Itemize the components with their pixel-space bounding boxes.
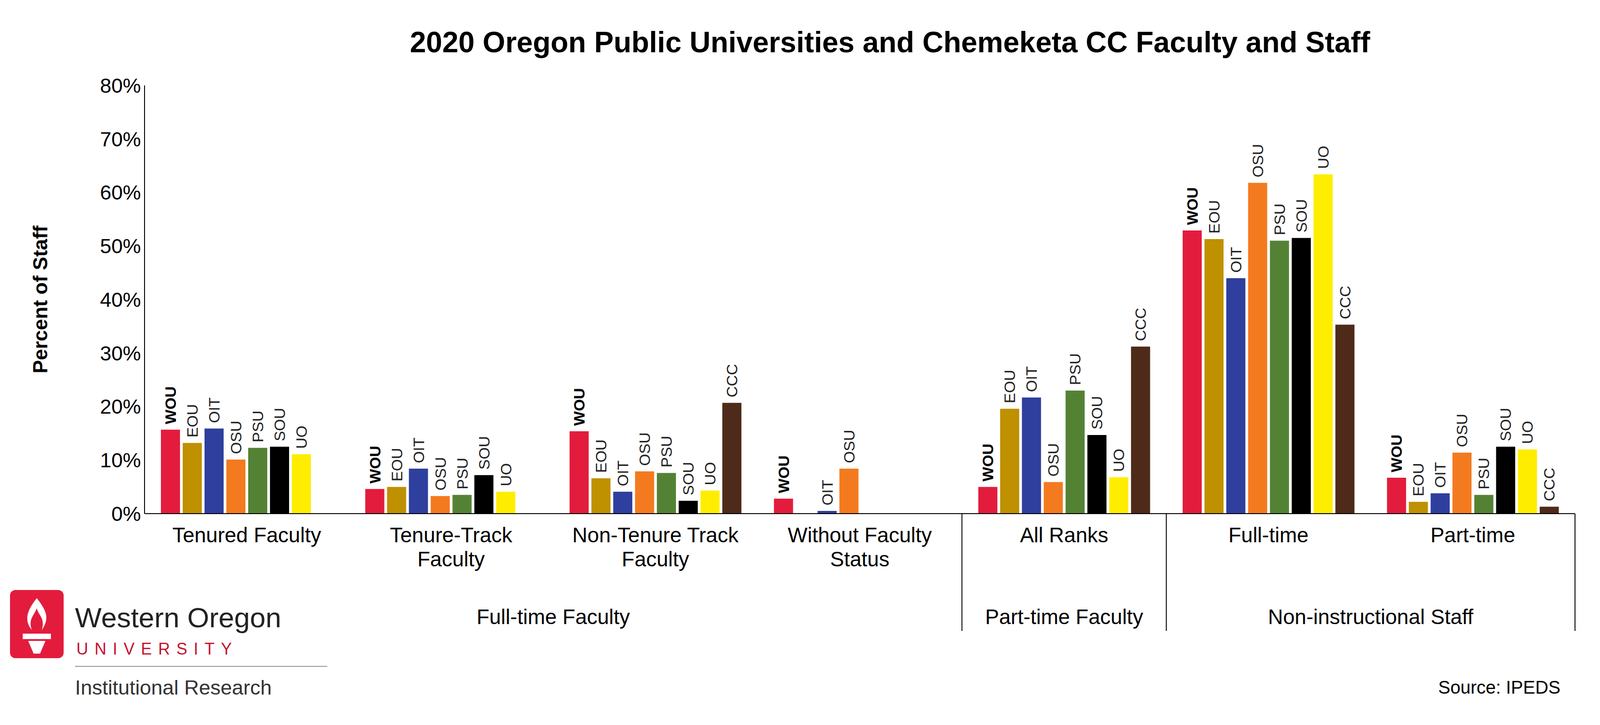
svg-text:PSU: PSU: [1270, 203, 1289, 236]
svg-text:UO: UO: [1518, 420, 1536, 445]
svg-text:Non-instructional Staff: Non-instructional Staff: [1268, 605, 1474, 629]
svg-text:OSU: OSU: [635, 432, 654, 466]
svg-text:OIT: OIT: [1431, 462, 1449, 489]
svg-text:OIT: OIT: [818, 479, 836, 506]
svg-text:SOU: SOU: [1496, 407, 1515, 442]
svg-text:UO: UO: [701, 461, 719, 485]
svg-text:EOU: EOU: [1409, 462, 1427, 497]
svg-text:OSU: OSU: [840, 429, 858, 464]
svg-text:50%: 50%: [100, 234, 141, 258]
svg-text:SOU: SOU: [1292, 199, 1310, 233]
svg-text:EOU: EOU: [1205, 200, 1223, 234]
svg-text:OSU: OSU: [1044, 443, 1062, 477]
svg-text:SOU: SOU: [679, 461, 697, 496]
svg-text:CCC: CCC: [723, 364, 741, 398]
svg-text:OIT: OIT: [205, 397, 223, 424]
svg-text:30%: 30%: [100, 341, 141, 365]
svg-text:EOU: EOU: [592, 439, 610, 474]
svg-text:CCC: CCC: [1540, 467, 1558, 502]
svg-text:Percent of Staff: Percent of Staff: [29, 225, 52, 374]
svg-text:Full-time: Full-time: [1228, 523, 1309, 547]
svg-text:PSU: PSU: [657, 435, 675, 468]
html-text:2020 Oregon Public Universitie: 2020 Oregon Public Universities and Chem…: [409, 25, 1371, 59]
svg-text:UO: UO: [1110, 448, 1128, 472]
svg-text:All Ranks: All Ranks: [1020, 523, 1109, 547]
svg-text:60%: 60%: [100, 180, 141, 205]
svg-text:PSU: PSU: [249, 410, 267, 443]
svg-text:WOU: WOU: [1183, 187, 1201, 225]
svg-text:Tenured Faculty: Tenured Faculty: [172, 523, 321, 547]
svg-text:WOU: WOU: [161, 386, 180, 425]
svg-text:Institutional Research: Institutional Research: [75, 675, 272, 700]
svg-text:PSU: PSU: [1475, 457, 1493, 490]
svg-text:OIT: OIT: [410, 437, 428, 464]
svg-text:OIT: OIT: [1022, 366, 1040, 393]
svg-text:CCC: CCC: [1336, 285, 1354, 320]
svg-text:20%: 20%: [100, 395, 141, 419]
svg-text:UNIVERSITY: UNIVERSITY: [76, 639, 239, 659]
svg-text:UO: UO: [1314, 145, 1332, 169]
svg-text:Full-time Faculty: Full-time Faculty: [476, 605, 630, 629]
svg-text:80%: 80%: [100, 74, 141, 98]
svg-text:OSU: OSU: [431, 456, 450, 491]
svg-text:OIT: OIT: [614, 460, 632, 487]
svg-text:SOU: SOU: [475, 436, 493, 470]
svg-text:WOU: WOU: [366, 445, 384, 484]
svg-text:EOU: EOU: [1000, 370, 1019, 404]
svg-text:OSU: OSU: [1249, 144, 1267, 178]
svg-text:Source: IPEDS: Source: IPEDS: [1438, 677, 1561, 698]
svg-text:SOU: SOU: [1088, 395, 1106, 430]
svg-text:Part-time Faculty: Part-time Faculty: [985, 605, 1144, 629]
svg-text:OSU: OSU: [1453, 413, 1471, 448]
svg-text:EOU: EOU: [183, 404, 201, 438]
svg-text:OIT: OIT: [1227, 246, 1245, 273]
svg-text:WOU: WOU: [979, 443, 997, 482]
svg-text:Non-Tenure TrackFaculty: Non-Tenure TrackFaculty: [572, 523, 740, 571]
svg-text:70%: 70%: [100, 127, 141, 151]
svg-text:PSU: PSU: [453, 457, 471, 490]
svg-text:WOU: WOU: [570, 388, 588, 426]
svg-text:Part-time: Part-time: [1430, 523, 1516, 547]
svg-text:EOU: EOU: [388, 447, 406, 482]
svg-text:CCC: CCC: [1131, 307, 1150, 342]
svg-text:OSU: OSU: [227, 420, 245, 455]
svg-text:0%: 0%: [111, 502, 141, 526]
svg-text:UO: UO: [497, 463, 515, 487]
svg-text:UO: UO: [292, 425, 310, 449]
svg-text:SOU: SOU: [270, 407, 289, 442]
svg-text:Without FacultyStatus: Without FacultyStatus: [787, 523, 932, 571]
svg-text:Tenure-TrackFaculty: Tenure-TrackFaculty: [390, 523, 513, 571]
svg-text:WOU: WOU: [1387, 434, 1405, 473]
svg-text:10%: 10%: [100, 448, 141, 472]
svg-text:PSU: PSU: [1066, 353, 1084, 385]
svg-text:WOU: WOU: [775, 455, 793, 494]
svg-text:Western Oregon: Western Oregon: [75, 601, 282, 634]
svg-text:40%: 40%: [100, 288, 141, 312]
